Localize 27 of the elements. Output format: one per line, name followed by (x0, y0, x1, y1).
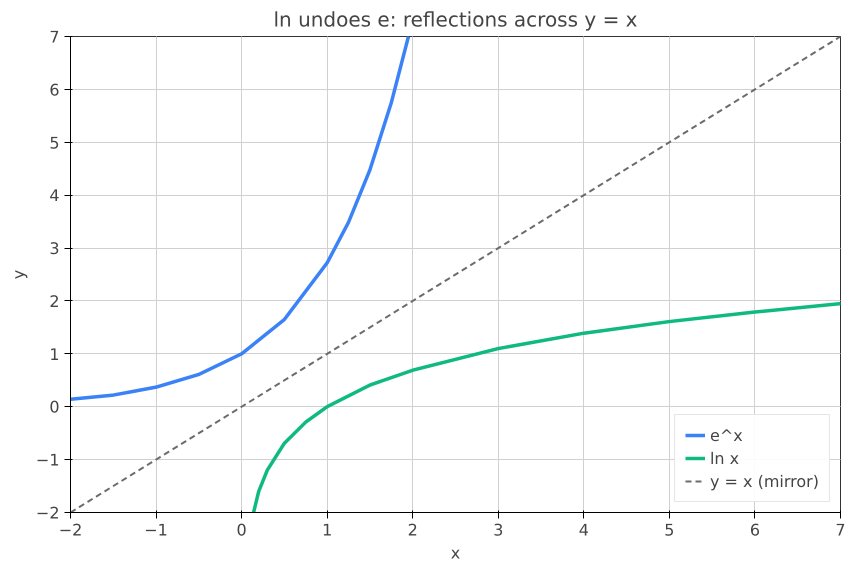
x-tick-label: 1 (322, 520, 332, 540)
chart-title: ln undoes e: reflections across y = x (273, 8, 638, 32)
y-axis-title: y (8, 270, 28, 280)
x-tick-label: 3 (493, 520, 504, 540)
y-tick-label: 2 (49, 292, 60, 311)
x-tick-label: −1 (144, 520, 168, 540)
legend-label: y = x (mirror) (710, 472, 819, 490)
x-tick-label: 5 (664, 520, 674, 540)
y-tick-label: 3 (49, 239, 60, 258)
x-tick-label: 6 (750, 520, 760, 540)
y-tick-label: 0 (49, 398, 60, 417)
x-tick-label: 4 (578, 520, 589, 540)
y-tick-label: 6 (49, 80, 60, 100)
y-tick-label: −2 (36, 504, 60, 522)
y-tick-label: 4 (49, 186, 60, 206)
x-axis-title: x (450, 544, 460, 562)
y-tick-label: 7 (49, 28, 60, 46)
x-tick-label: 7 (835, 520, 846, 540)
line-series (252, 302, 840, 512)
x-tick-label: 2 (408, 520, 418, 540)
y-tick-label: 1 (49, 344, 60, 364)
legend-label: ln x (710, 448, 740, 468)
y-tick-label: 5 (49, 133, 60, 152)
legend-label: e^x (710, 426, 743, 444)
line-series (70, 36, 410, 402)
y-tick-label: −1 (36, 450, 60, 470)
x-tick-label: 0 (236, 520, 247, 540)
